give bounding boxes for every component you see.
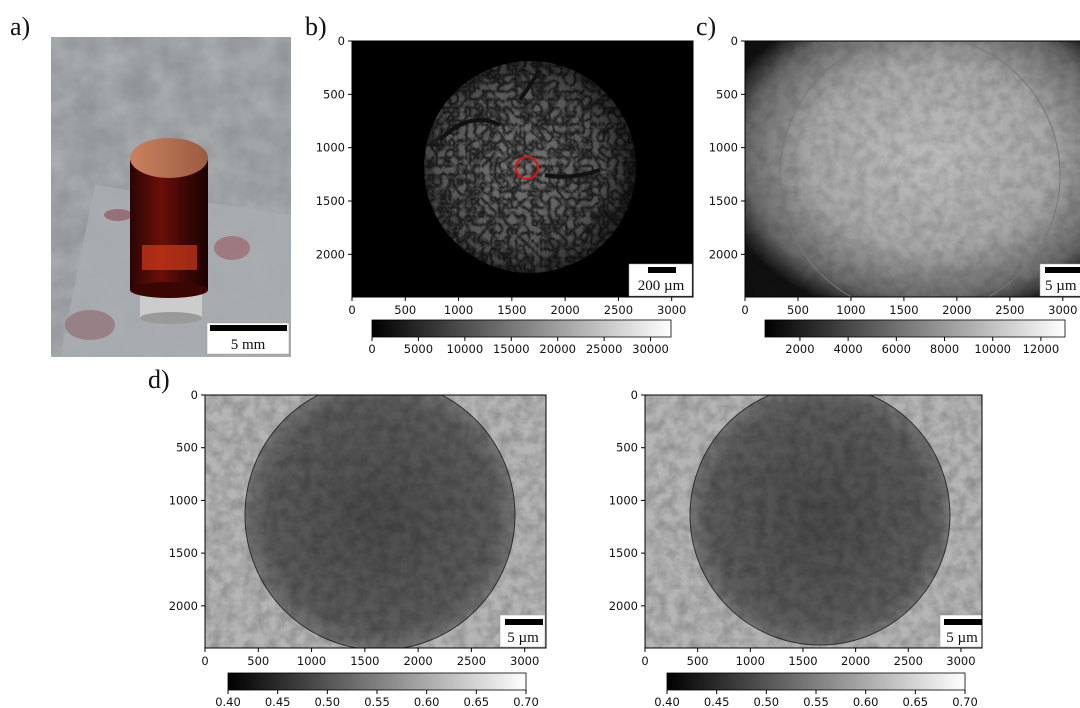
x-tick-label: 1500 bbox=[788, 654, 817, 668]
colorbar bbox=[667, 673, 965, 690]
colorbar-tick-label: 0.50 bbox=[754, 695, 780, 708]
x-tick-label: 0 bbox=[641, 654, 648, 668]
figure: 5 mm 200 µm 5 µm 5 µm 5 µm a) bbox=[0, 0, 1080, 708]
x-tick-label: 1500 bbox=[889, 303, 918, 317]
x-tick-label: 1000 bbox=[297, 654, 326, 668]
y-tick-label: 1000 bbox=[169, 493, 198, 507]
y-tick-label: 0 bbox=[731, 34, 738, 48]
x-tick-label: 0 bbox=[201, 654, 208, 668]
y-tick-label: 1500 bbox=[709, 194, 738, 208]
x-tick-label: 1000 bbox=[736, 654, 765, 668]
image: 200 µm bbox=[352, 41, 693, 297]
y-tick-label: 1500 bbox=[609, 546, 638, 560]
x-tick-label: 3000 bbox=[1048, 303, 1077, 317]
panel-label: a) bbox=[10, 12, 30, 41]
x-tick-label: 500 bbox=[394, 303, 416, 317]
colorbar bbox=[765, 320, 1065, 337]
scale-bar-label: 5 µm bbox=[946, 630, 978, 646]
panel-label: d) bbox=[148, 365, 170, 394]
colorbar-tick-label: 12000 bbox=[1023, 342, 1060, 356]
colorbar-tick-label: 2000 bbox=[785, 342, 814, 356]
x-tick-label: 1000 bbox=[444, 303, 473, 317]
colorbar-tick-label: 0.70 bbox=[513, 695, 539, 708]
image: 5 µm bbox=[645, 385, 985, 648]
x-tick-label: 500 bbox=[247, 654, 269, 668]
x-tick-label: 1500 bbox=[497, 303, 526, 317]
scale-bar-label: 5 µm bbox=[507, 630, 539, 646]
panel-label: b) bbox=[305, 12, 327, 41]
colorbar-tick-label: 4000 bbox=[833, 342, 862, 356]
scale-bar-label: 200 µm bbox=[638, 278, 685, 294]
y-tick-label: 1000 bbox=[316, 141, 345, 155]
y-tick-label: 2000 bbox=[169, 599, 198, 613]
colorbar-tick-label: 0.55 bbox=[364, 695, 390, 708]
x-tick-label: 500 bbox=[687, 654, 709, 668]
x-tick-label: 2000 bbox=[841, 654, 870, 668]
x-tick-label: 0 bbox=[348, 303, 355, 317]
y-tick-label: 500 bbox=[616, 441, 638, 455]
colorbar-tick-label: 5000 bbox=[404, 342, 433, 356]
colorbar-tick-label: 0.45 bbox=[704, 695, 730, 708]
x-tick-label: 500 bbox=[787, 303, 809, 317]
y-tick-label: 1000 bbox=[709, 141, 738, 155]
x-tick-label: 2000 bbox=[942, 303, 971, 317]
colorbar-tick-label: 6000 bbox=[882, 342, 911, 356]
colorbar-tick-label: 0.45 bbox=[265, 695, 291, 708]
y-tick-label: 2000 bbox=[316, 247, 345, 261]
y-tick-label: 500 bbox=[176, 441, 198, 455]
scale-bar-label: 5 µm bbox=[1045, 278, 1077, 294]
colorbar-tick-label: 25000 bbox=[586, 342, 623, 356]
x-tick-label: 1000 bbox=[836, 303, 865, 317]
colorbar-tick-label: 10000 bbox=[447, 342, 484, 356]
x-tick-label: 2000 bbox=[403, 654, 432, 668]
y-tick-label: 2000 bbox=[609, 599, 638, 613]
x-tick-label: 2500 bbox=[894, 654, 923, 668]
colorbar-tick-label: 0 bbox=[368, 342, 375, 356]
image: 5 µm bbox=[205, 380, 546, 650]
y-tick-label: 500 bbox=[716, 87, 738, 101]
colorbar-tick-label: 0.60 bbox=[414, 695, 440, 708]
photo: 5 mm bbox=[51, 37, 291, 357]
y-tick-label: 0 bbox=[191, 388, 198, 402]
x-tick-label: 2500 bbox=[995, 303, 1024, 317]
y-tick-label: 0 bbox=[631, 388, 638, 402]
colorbar-tick-label: 0.65 bbox=[903, 695, 929, 708]
y-tick-label: 1500 bbox=[169, 546, 198, 560]
colorbar-tick-label: 0.50 bbox=[315, 695, 341, 708]
colorbar-tick-label: 8000 bbox=[930, 342, 959, 356]
image: 5 µm bbox=[745, 35, 1080, 315]
colorbar-tick-label: 0.40 bbox=[215, 695, 241, 708]
colorbar-tick-label: 0.70 bbox=[952, 695, 978, 708]
colorbar bbox=[372, 320, 671, 337]
x-tick-label: 2500 bbox=[604, 303, 633, 317]
x-tick-label: 1500 bbox=[350, 654, 379, 668]
colorbar-tick-label: 0.40 bbox=[654, 695, 680, 708]
x-tick-label: 2500 bbox=[457, 654, 486, 668]
x-tick-label: 3000 bbox=[510, 654, 539, 668]
x-tick-label: 2000 bbox=[550, 303, 579, 317]
colorbar-tick-label: 30000 bbox=[632, 342, 669, 356]
colorbar-tick-label: 0.55 bbox=[803, 695, 829, 708]
panel-label: c) bbox=[696, 12, 716, 41]
x-tick-label: 3000 bbox=[657, 303, 686, 317]
y-tick-label: 1000 bbox=[609, 493, 638, 507]
colorbar-tick-label: 15000 bbox=[493, 342, 530, 356]
colorbar bbox=[228, 673, 526, 690]
y-tick-label: 2000 bbox=[709, 247, 738, 261]
x-tick-label: 0 bbox=[741, 303, 748, 317]
y-tick-label: 1500 bbox=[316, 194, 345, 208]
scale-bar-label: 5 mm bbox=[231, 337, 266, 353]
x-tick-label: 3000 bbox=[946, 654, 975, 668]
y-tick-label: 500 bbox=[323, 87, 345, 101]
colorbar-tick-label: 20000 bbox=[539, 342, 576, 356]
colorbar-tick-label: 10000 bbox=[974, 342, 1011, 356]
colorbar-tick-label: 0.60 bbox=[853, 695, 879, 708]
colorbar-tick-label: 0.65 bbox=[464, 695, 490, 708]
y-tick-label: 0 bbox=[338, 34, 345, 48]
